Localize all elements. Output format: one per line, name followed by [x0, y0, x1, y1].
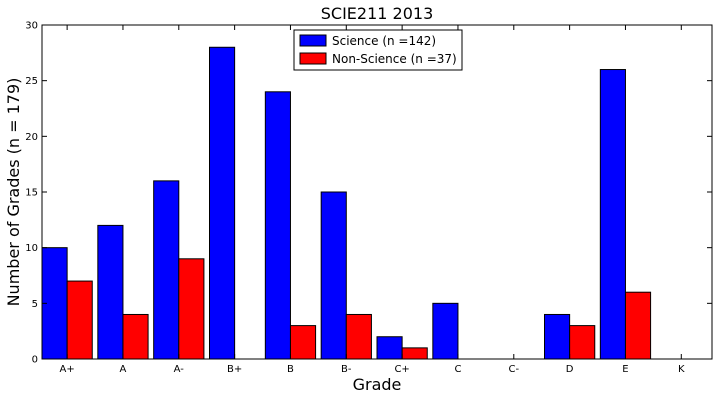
x-tick-label: A- [174, 364, 185, 375]
y-axis: 0 5 10 15 20 25 30 [25, 21, 712, 366]
legend: Science (n =142) Non-Science (n =37) [293, 29, 463, 71]
x-tick-label: C+ [394, 364, 409, 375]
bar-series-1-A- [178, 258, 205, 360]
legend-label-1: Non-Science (n =37) [332, 52, 457, 66]
y-tick-label: 5 [32, 299, 38, 310]
bars-group [41, 46, 652, 360]
x-tick-label: C [454, 364, 461, 375]
bar-series-0-B+ [209, 46, 236, 360]
bar-series-1-B- [345, 313, 372, 360]
x-axis: A+ A A- B+ B B- C+ C C- D E K [60, 25, 685, 375]
x-tick-label: A+ [60, 364, 75, 375]
x-tick-label: K [678, 364, 685, 375]
y-tick-label: 20 [25, 132, 38, 143]
bar-series-1-A [122, 313, 149, 360]
x-tick-label: E [622, 364, 628, 375]
legend-swatch-1 [299, 52, 327, 65]
x-tick-label: C- [508, 364, 519, 375]
y-tick-label: 25 [25, 76, 38, 87]
bar-series-0-C [432, 302, 459, 360]
x-tick-label: B [287, 364, 294, 375]
y-tick-label: 10 [25, 243, 38, 254]
x-axis-title: Grade [353, 375, 402, 394]
bar-series-0-C+ [376, 336, 403, 360]
x-tick-label: D [566, 364, 574, 375]
x-tick-label: A [120, 364, 127, 375]
bar-series-0-B- [320, 191, 347, 360]
x-tick-label: B- [341, 364, 352, 375]
legend-label-0: Science (n =142) [332, 34, 436, 48]
chart-title: SCIE211 2013 [321, 4, 434, 23]
y-axis-title: Number of Grades (n = 179) [4, 78, 23, 307]
bar-series-0-B [264, 91, 291, 360]
bar-series-0-E [599, 69, 626, 360]
bar-series-1-D [569, 325, 596, 360]
bar-series-0-A- [153, 180, 180, 360]
bar-series-0-D [544, 313, 571, 360]
bar-series-1-A+ [66, 280, 93, 360]
bar-series-1-E [624, 291, 652, 360]
plot-frame [41, 24, 713, 360]
y-tick-label: 0 [32, 355, 38, 366]
legend-swatch-0 [299, 34, 327, 47]
bar-series-0-A [97, 224, 124, 360]
x-tick-label: B+ [227, 364, 242, 375]
bar-series-1-C+ [401, 347, 428, 360]
y-tick-label: 15 [25, 188, 38, 199]
y-tick-label: 30 [25, 21, 38, 32]
bar-series-1-B [289, 325, 317, 360]
